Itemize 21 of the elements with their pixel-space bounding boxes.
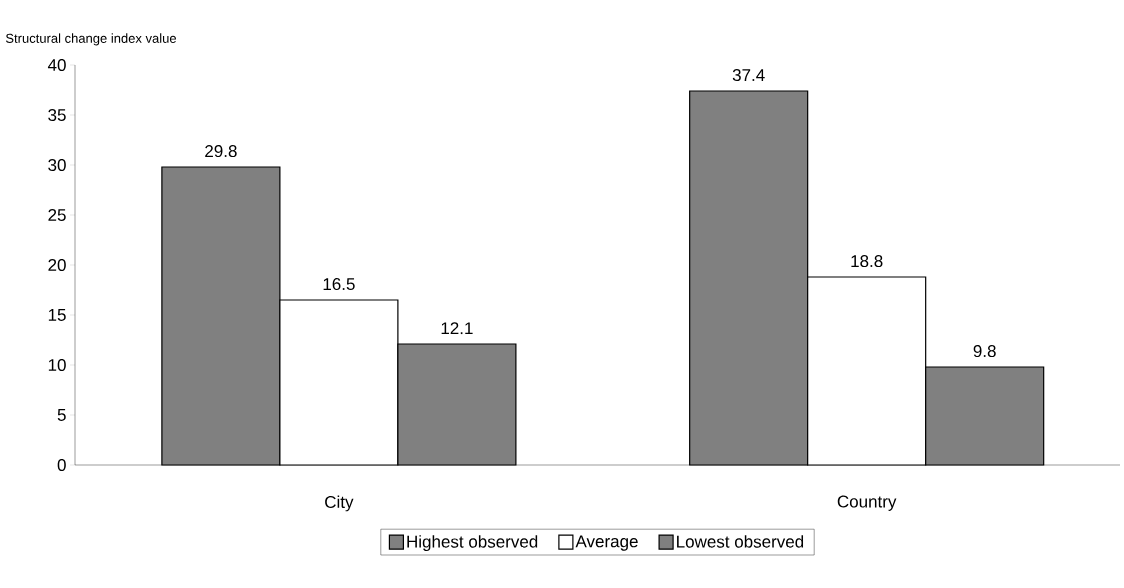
y-tick-label: 0 bbox=[57, 458, 66, 472]
x-tick-label: City bbox=[325, 495, 354, 512]
data-label: 29.8 bbox=[205, 145, 237, 158]
y-tick-label: 25 bbox=[48, 208, 66, 222]
data-label: 12.1 bbox=[441, 322, 473, 335]
y-tick-label: 35 bbox=[48, 108, 66, 122]
data-label: 18.8 bbox=[851, 255, 883, 268]
y-tick-label: 5 bbox=[57, 409, 66, 421]
data-label: 9.8 bbox=[973, 345, 996, 358]
legend-label: Highest observed bbox=[407, 535, 538, 552]
legend-label: Lowest observed bbox=[677, 535, 804, 548]
data-label: 16.5 bbox=[323, 278, 355, 291]
y-tick-label: 20 bbox=[48, 258, 66, 272]
y-tick-label: 30 bbox=[48, 158, 66, 172]
y-tick-label: 40 bbox=[47, 58, 66, 72]
x-tick-label: Country bbox=[837, 495, 897, 511]
data-label: 37.4 bbox=[732, 69, 765, 82]
y-tick-label: 10 bbox=[48, 358, 66, 372]
y-tick-label: 15 bbox=[48, 309, 66, 321]
y-axis-title: Structural change index value bbox=[5, 33, 177, 46]
legend-label: Average bbox=[575, 535, 638, 551]
